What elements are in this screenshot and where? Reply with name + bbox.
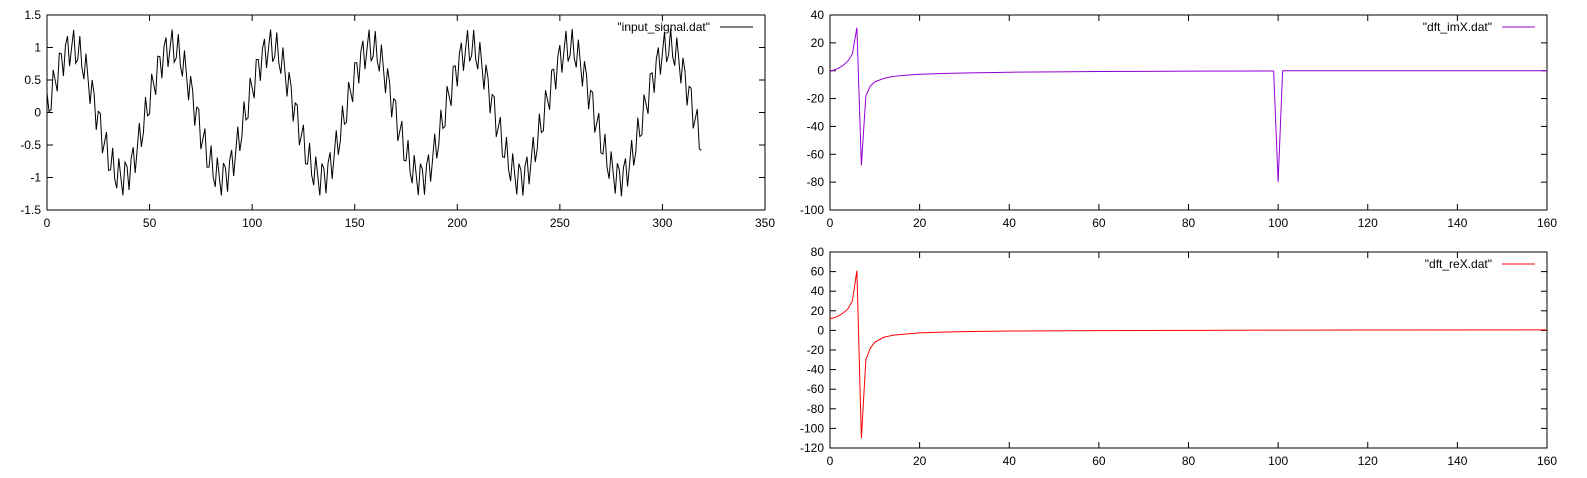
x-tick-label: 100 [242, 216, 262, 230]
x-tick-label: 160 [1537, 454, 1557, 468]
y-tick-label: 60 [811, 265, 825, 279]
series-line [46, 28, 702, 197]
imx-chart-svg: 0 20 40 60 80 100 120 140 160 -100 -80 -60 -40 -20 0 20… [800, 8, 1557, 230]
x-tick-label: 100 [1268, 454, 1288, 468]
y-tick-label: -60 [807, 147, 825, 161]
y-tick-label: 20 [811, 304, 825, 318]
y-tick-label: -20 [807, 92, 825, 106]
y-tick-label: 40 [811, 8, 825, 22]
input-signal-chart: 0 50 100 150 200 250 300 350 -1.5 -1 -0.5 0 0.5 1 1.5 "… [0, 0, 790, 235]
x-tick-label: 80 [1182, 454, 1196, 468]
x-tick-label: 120 [1358, 454, 1378, 468]
legend-label: "dft_imX.dat" [1423, 20, 1492, 34]
x-tick-label: 140 [1447, 454, 1467, 468]
y-tick-label: 0.5 [24, 73, 41, 87]
y-tick-label: 40 [811, 284, 825, 298]
x-tick-label: 40 [1003, 454, 1017, 468]
x-tick-label: 200 [447, 216, 467, 230]
dft-rex-chart: 0 20 40 60 80 100 120 140 160 -120 -100 -80 -60 -40 -2… [785, 240, 1587, 478]
x-tick-label: 140 [1447, 216, 1467, 230]
y-tick-label: 0 [817, 64, 824, 78]
x-tick-label: 60 [1092, 454, 1106, 468]
x-tick-label: 0 [827, 216, 834, 230]
series-line [829, 27, 1547, 183]
rex-chart-svg: 0 20 40 60 80 100 120 140 160 -120 -100 -80 -60 -40 -2… [800, 245, 1557, 468]
x-tick-label: 160 [1537, 216, 1557, 230]
plot-frame [46, 14, 766, 211]
x-tick-label: 0 [44, 216, 51, 230]
y-tick-label: -0.5 [20, 138, 41, 152]
x-tick-label: 20 [913, 216, 927, 230]
x-tick-label: 120 [1358, 216, 1378, 230]
x-tick-label: 40 [1003, 216, 1017, 230]
y-tick-label: 1 [34, 41, 41, 55]
plot-frame [829, 14, 1548, 211]
y-tick-label: -80 [807, 402, 825, 416]
y-tick-label: 80 [811, 245, 825, 259]
x-tick-label: 50 [143, 216, 157, 230]
y-tick-label: -40 [807, 363, 825, 377]
y-tick-label: -1.5 [20, 203, 41, 217]
x-tick-label: 20 [913, 454, 927, 468]
y-tick-label: -120 [800, 441, 824, 455]
y-tick-label: 0 [817, 323, 824, 337]
x-tick-label: 300 [652, 216, 672, 230]
series-line [829, 270, 1548, 439]
legend-label: "dft_reX.dat" [1425, 257, 1492, 271]
y-tick-label: -100 [800, 203, 824, 217]
x-tick-label: 60 [1092, 216, 1106, 230]
input-chart-svg: 0 50 100 150 200 250 300 350 -1.5 -1 -0.5 0 0.5 1 1.5 "… [20, 8, 775, 230]
x-tick-label: 150 [345, 216, 365, 230]
legend-label: "input_signal.dat" [617, 20, 710, 34]
x-tick-label: 0 [827, 454, 834, 468]
y-tick-label: -80 [807, 175, 825, 189]
y-tick-label: -40 [807, 119, 825, 133]
x-tick-label: 250 [550, 216, 570, 230]
x-tick-label: 80 [1182, 216, 1196, 230]
dft-imx-chart: 0 20 40 60 80 100 120 140 160 -100 -80 -60 -40 -20 0 20… [785, 0, 1587, 235]
y-tick-label: 1.5 [24, 8, 41, 22]
y-tick-label: -1 [30, 171, 41, 185]
plot-frame [829, 251, 1548, 449]
y-tick-label: 0 [34, 106, 41, 120]
y-tick-label: -60 [807, 382, 825, 396]
x-tick-label: 350 [755, 216, 775, 230]
x-tick-label: 100 [1268, 216, 1288, 230]
y-tick-label: -100 [800, 421, 824, 435]
y-tick-label: 20 [811, 36, 825, 50]
y-tick-label: -20 [807, 343, 825, 357]
